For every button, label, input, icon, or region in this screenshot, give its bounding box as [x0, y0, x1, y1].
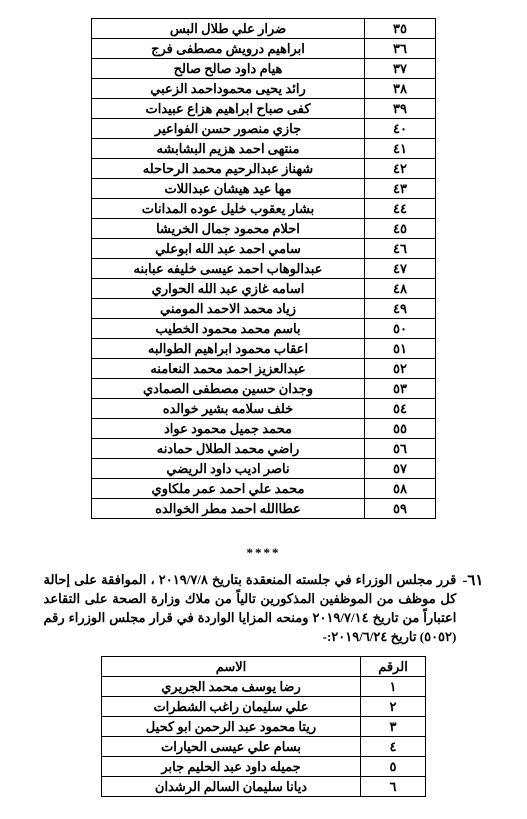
row-name: رائد يحيى محموداحمد الزعبي — [92, 79, 365, 99]
row-name: ناصر اديب داود الريضي — [92, 459, 365, 479]
row-number: ٥٤ — [365, 399, 436, 419]
row-name: احلام محمود جمال الخريشا — [92, 219, 365, 239]
row-number: ٥١ — [365, 339, 436, 359]
row-number: ٤٩ — [365, 299, 436, 319]
row-number: ٣٦ — [365, 39, 436, 59]
row-number: ٥٣ — [365, 379, 436, 399]
table-row: ٥٤خلف سلامه بشير خوالده — [92, 399, 436, 419]
names-table-2: الرقم الاسم ١رضا يوسف محمد الجريري٢علي س… — [101, 656, 426, 797]
section-separator: **** — [0, 545, 527, 561]
row-number: ٤٢ — [365, 159, 436, 179]
row-name: ريتا محمود عبد الرحمن ابو كحيل — [102, 717, 361, 737]
names-table-1: ٣٥ضرار علي طلال البس٣٦ابراهيم درويش مصطف… — [91, 18, 436, 519]
row-name: خلف سلامه بشير خوالده — [92, 399, 365, 419]
decision-paragraph-block: ٦١- قرر مجلس الوزراء في جلسته المنعقدة ب… — [44, 571, 484, 646]
row-name: عبدالوهاب احمد عيسى خليفه عبابنه — [92, 259, 365, 279]
table-row: ٤٧عبدالوهاب احمد عيسى خليفه عبابنه — [92, 259, 436, 279]
table-row: ٥جميله داود عبد الحليم جابر — [102, 757, 426, 777]
row-name: سامي احمد عبد الله ابوعلي — [92, 239, 365, 259]
table-row: ٣٩كفى صباح ابراهيم هزاع عبيدات — [92, 99, 436, 119]
table-row: ٤٨اسامه غازي عبد الله الحواري — [92, 279, 436, 299]
table-row: ٤٠جازي منصور حسن الفواعير — [92, 119, 436, 139]
row-number: ٥٩ — [365, 499, 436, 519]
row-name: اسامه غازي عبد الله الحواري — [92, 279, 365, 299]
row-name: منتهى احمد هزيم البشابشه — [92, 139, 365, 159]
row-name: كفى صباح ابراهيم هزاع عبيدات — [92, 99, 365, 119]
row-name: وجدان حسين مصطفى الصمادي — [92, 379, 365, 399]
row-name: عبدالعزيز احمد محمد النعامنه — [92, 359, 365, 379]
row-name: هيام داود صالح صالح — [92, 59, 365, 79]
table-row: ٥٦راضي محمد الطلال حمادنه — [92, 439, 436, 459]
row-number: ٤٠ — [365, 119, 436, 139]
table-row: ٤١منتهى احمد هزيم البشابشه — [92, 139, 436, 159]
table-row: ٤٥احلام محمود جمال الخريشا — [92, 219, 436, 239]
row-name: زياد محمد الاحمد المومني — [92, 299, 365, 319]
row-name: جميله داود عبد الحليم جابر — [102, 757, 361, 777]
row-name: اعقاب محمود ابراهيم الطوالبه — [92, 339, 365, 359]
table-row: ٥٣وجدان حسين مصطفى الصمادي — [92, 379, 436, 399]
table-row: ٥٢عبدالعزيز احمد محمد النعامنه — [92, 359, 436, 379]
decision-text: قرر مجلس الوزراء في جلسته المنعقدة بتاري… — [44, 571, 457, 646]
row-number: ٥٨ — [365, 479, 436, 499]
row-number: ٣٧ — [365, 59, 436, 79]
table-row: ٥٨محمد علي احمد عمر ملكاوي — [92, 479, 436, 499]
row-number: ٥٥ — [365, 419, 436, 439]
table-row: ٥١اعقاب محمود ابراهيم الطوالبه — [92, 339, 436, 359]
table-row: ٣٧هيام داود صالح صالح — [92, 59, 436, 79]
row-name: علي سليمان راغب الشطرات — [102, 697, 361, 717]
row-number: ٥٧ — [365, 459, 436, 479]
row-name: بسام علي عيسى الحيارات — [102, 737, 361, 757]
row-name: راضي محمد الطلال حمادنه — [92, 439, 365, 459]
table-row: ٦ديانا سليمان السالم الرشدان — [102, 777, 426, 797]
row-number: ٥ — [361, 757, 426, 777]
decision-number: ٦١- — [462, 571, 483, 590]
table-row: ٥٠باسم محمد محمود الخطيب — [92, 319, 436, 339]
row-number: ٤٣ — [365, 179, 436, 199]
row-name: محمد علي احمد عمر ملكاوي — [92, 479, 365, 499]
header-number: الرقم — [361, 657, 426, 677]
table-row: ٤٢شهناز عبدالرحيم محمد الرحاحله — [92, 159, 436, 179]
table-row: ٣٥ضرار علي طلال البس — [92, 19, 436, 39]
table-row: ٣٦ابراهيم درويش مصطفى فرج — [92, 39, 436, 59]
row-number: ٤٧ — [365, 259, 436, 279]
table-row: ٣٨رائد يحيى محموداحمد الزعبي — [92, 79, 436, 99]
row-number: ٥٦ — [365, 439, 436, 459]
row-number: ٣٥ — [365, 19, 436, 39]
row-number: ٤٨ — [365, 279, 436, 299]
table-row: ٤بسام علي عيسى الحيارات — [102, 737, 426, 757]
row-name: جازي منصور حسن الفواعير — [92, 119, 365, 139]
table-row: ٢علي سليمان راغب الشطرات — [102, 697, 426, 717]
row-name: ابراهيم درويش مصطفى فرج — [92, 39, 365, 59]
table-row: ٣ريتا محمود عبد الرحمن ابو كحيل — [102, 717, 426, 737]
table-row: ٤٣مها عيد هيشان عبداللات — [92, 179, 436, 199]
table-row: ٥٧ناصر اديب داود الريضي — [92, 459, 436, 479]
row-number: ٣٩ — [365, 99, 436, 119]
table-row: ٤٤بشار يعقوب خليل عوده المدانات — [92, 199, 436, 219]
row-number: ٣ — [361, 717, 426, 737]
row-number: ٢ — [361, 697, 426, 717]
row-name: مها عيد هيشان عبداللات — [92, 179, 365, 199]
row-number: ٤٤ — [365, 199, 436, 219]
row-number: ٤٦ — [365, 239, 436, 259]
row-name: محمد جميل محمود عواد — [92, 419, 365, 439]
row-number: ٥٠ — [365, 319, 436, 339]
row-name: ديانا سليمان السالم الرشدان — [102, 777, 361, 797]
row-number: ٥٢ — [365, 359, 436, 379]
table-row: ٤٩زياد محمد الاحمد المومني — [92, 299, 436, 319]
row-name: ضرار علي طلال البس — [92, 19, 365, 39]
row-number: ٣٨ — [365, 79, 436, 99]
table-header-row: الرقم الاسم — [102, 657, 426, 677]
row-number: ٦ — [361, 777, 426, 797]
row-name: شهناز عبدالرحيم محمد الرحاحله — [92, 159, 365, 179]
table-row: ٥٩عطاالله احمد مطر الخوالده — [92, 499, 436, 519]
row-name: عطاالله احمد مطر الخوالده — [92, 499, 365, 519]
table-row: ٥٥محمد جميل محمود عواد — [92, 419, 436, 439]
row-number: ٤٥ — [365, 219, 436, 239]
row-name: باسم محمد محمود الخطيب — [92, 319, 365, 339]
header-name: الاسم — [102, 657, 361, 677]
row-name: بشار يعقوب خليل عوده المدانات — [92, 199, 365, 219]
row-number: ٤١ — [365, 139, 436, 159]
row-number: ٤ — [361, 737, 426, 757]
table-row: ٤٦سامي احمد عبد الله ابوعلي — [92, 239, 436, 259]
